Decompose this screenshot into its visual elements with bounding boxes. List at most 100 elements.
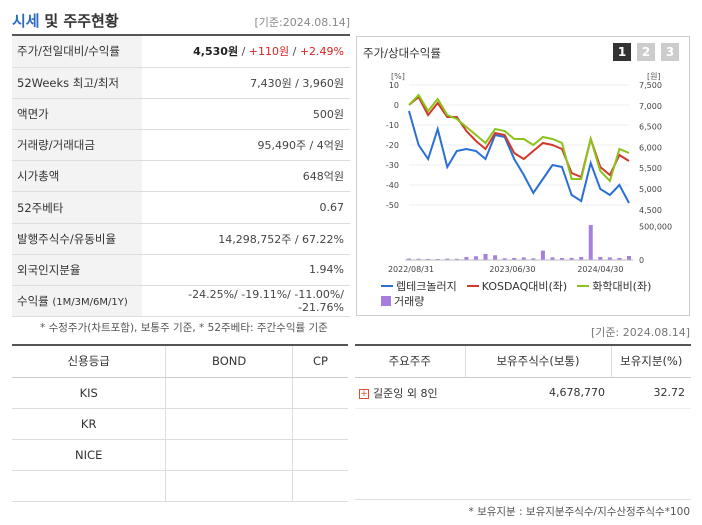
legend-swatch [577,284,590,287]
chart-tab-2-button[interactable]: 2 [637,43,655,61]
bond-rating [165,377,293,409]
chart-legend: 렙테크놀러지 KOSDAQ대비(좌) 화학대비(좌) 거래량 [381,278,651,308]
credit-rating-table: 신용등급 BOND CP KIS KR NICE [12,344,348,502]
separator: / [289,45,300,59]
info-label: 발행주식수/유동비율 [12,223,142,255]
info-value: 95,490주 / 4억원 [142,129,350,162]
rate-value: +2.49% [299,45,344,59]
volume-bar [588,225,593,260]
rating-agency: KIS [12,377,166,409]
right-axis-unit: [원] [647,72,661,81]
volume-bar [569,257,574,260]
rating-agency: NICE [12,439,166,471]
volume-bar [493,255,498,260]
chart-tab-1-button[interactable]: 1 [613,43,631,61]
column-header: 보유지분(%) [610,344,691,378]
table-header-row: 신용등급 BOND CP [12,344,348,378]
left-tick-label: -40 [386,181,399,190]
column-header: BOND [165,344,293,378]
column-header: 신용등급 [12,344,166,378]
column-header: CP [291,344,348,378]
info-label: 52Weeks 최고/최저 [12,67,142,99]
volume-tick-label: 500,000 [639,222,672,231]
ownership-pct: 32.72 [611,377,691,409]
return-label: 수익률 [17,294,49,309]
expand-plus-icon[interactable]: + [359,388,369,399]
volume-bar [540,250,545,260]
info-row: 액면가 500원 [12,98,350,131]
chart-panel: 주가/상대수익률 1 2 3 [%] [원] 10 0 -10 -20 -30 -40 -50 7… [356,36,690,316]
chart-title: 주가/상대수익률 [363,46,441,60]
info-value: 14,298,752주 / 67.22% [142,223,350,255]
left-tick-label: 10 [389,81,399,90]
info-label: 액면가 [12,98,142,131]
legend-swatch [381,295,391,306]
left-tick-label: -30 [386,161,399,170]
legend-label: 렙테크놀러지 [396,279,457,293]
shareholder-name[interactable]: 길준잉 외 8인 [373,386,438,400]
info-value: 1.94% [142,254,350,287]
info-label: 주가/전일대비/수익률 [12,36,142,68]
table-header-row: 주요주주 보유주식수(보통) 보유지분(%) [355,344,691,378]
volume-bar [435,258,440,260]
volume-bar [426,258,431,260]
volume-bar [627,255,631,260]
info-label: 수익률 (1M/3M/6M/1Y) [12,285,142,318]
footnote: * 보유지분 : 보유지분주식수/지수산정주식수*100 [468,506,690,518]
x-tick-label: 2022/08/31 [388,265,434,274]
legend-item: 화학대비(좌) [577,278,651,294]
volume-bar [550,257,555,260]
x-tick-label: 2024/04/30 [577,265,623,274]
price-info-table: 주가/전일대비/수익률 4,530원 / +110원 / +2.49% 52We… [12,36,350,318]
volume-bar [464,256,469,260]
volume-bar [454,258,459,260]
left-tick-label: -20 [386,141,399,150]
info-value: 648억원 [142,160,350,193]
left-tick-label: -50 [386,201,399,210]
legend-swatch [466,284,479,287]
legend-label: 화학대비(좌) [592,279,652,293]
info-label: 52주베타 [12,191,142,224]
cp-rating [291,470,348,502]
right-tick-label: 5,000 [639,185,662,194]
info-value: 500원 [142,98,350,131]
table-row [12,470,348,502]
legend-label: 거래량 [394,294,425,308]
volume-bar [560,257,565,260]
info-label: 시가총액 [12,160,142,193]
volume-bar [416,258,421,260]
x-tick-label: 2023/06/30 [489,265,535,274]
major-shareholders-table: 주요주주 보유주식수(보통) 보유지분(%) + 길준잉 외 8인 4,678,7… [355,344,691,409]
legend-item: 렙테크놀러지 [381,278,457,294]
chart-tab-3-button[interactable]: 3 [661,43,679,61]
series-line [408,110,630,204]
table-row: NICE [12,439,348,471]
legend-label: KOSDAQ대비(좌) [481,279,568,293]
column-header: 주요주주 [355,344,465,378]
divider [12,34,350,36]
shareholders-table-body [355,376,691,500]
volume-bar [483,253,488,260]
series-line [408,93,630,183]
separator: / [238,45,249,59]
legend-item: KOSDAQ대비(좌) [466,278,568,294]
table-row: KR [12,408,348,440]
volume-bar [579,256,584,260]
left-tick-label: -10 [386,121,399,130]
info-row: 주가/전일대비/수익률 4,530원 / +110원 / +2.49% [12,36,350,68]
info-value: 4,530원 / +110원 / +2.49% [142,36,350,68]
legend-swatch [381,284,393,287]
volume-bar [598,256,603,260]
title-part2: 및 주주현황 [44,12,119,30]
volume-bar [407,258,411,260]
change-value: +110원 [248,45,290,59]
volume-bar [617,257,622,260]
shares-held: 4,678,770 [465,377,611,409]
volume-bar [521,257,526,260]
info-value: 0.67 [142,191,350,224]
volume-bar [445,258,450,260]
table-row: KIS [12,377,348,409]
info-row: 52주베타 0.67 [12,191,350,224]
info-row: 시가총액 648억원 [12,160,350,193]
legend-item: 거래량 [381,293,424,309]
